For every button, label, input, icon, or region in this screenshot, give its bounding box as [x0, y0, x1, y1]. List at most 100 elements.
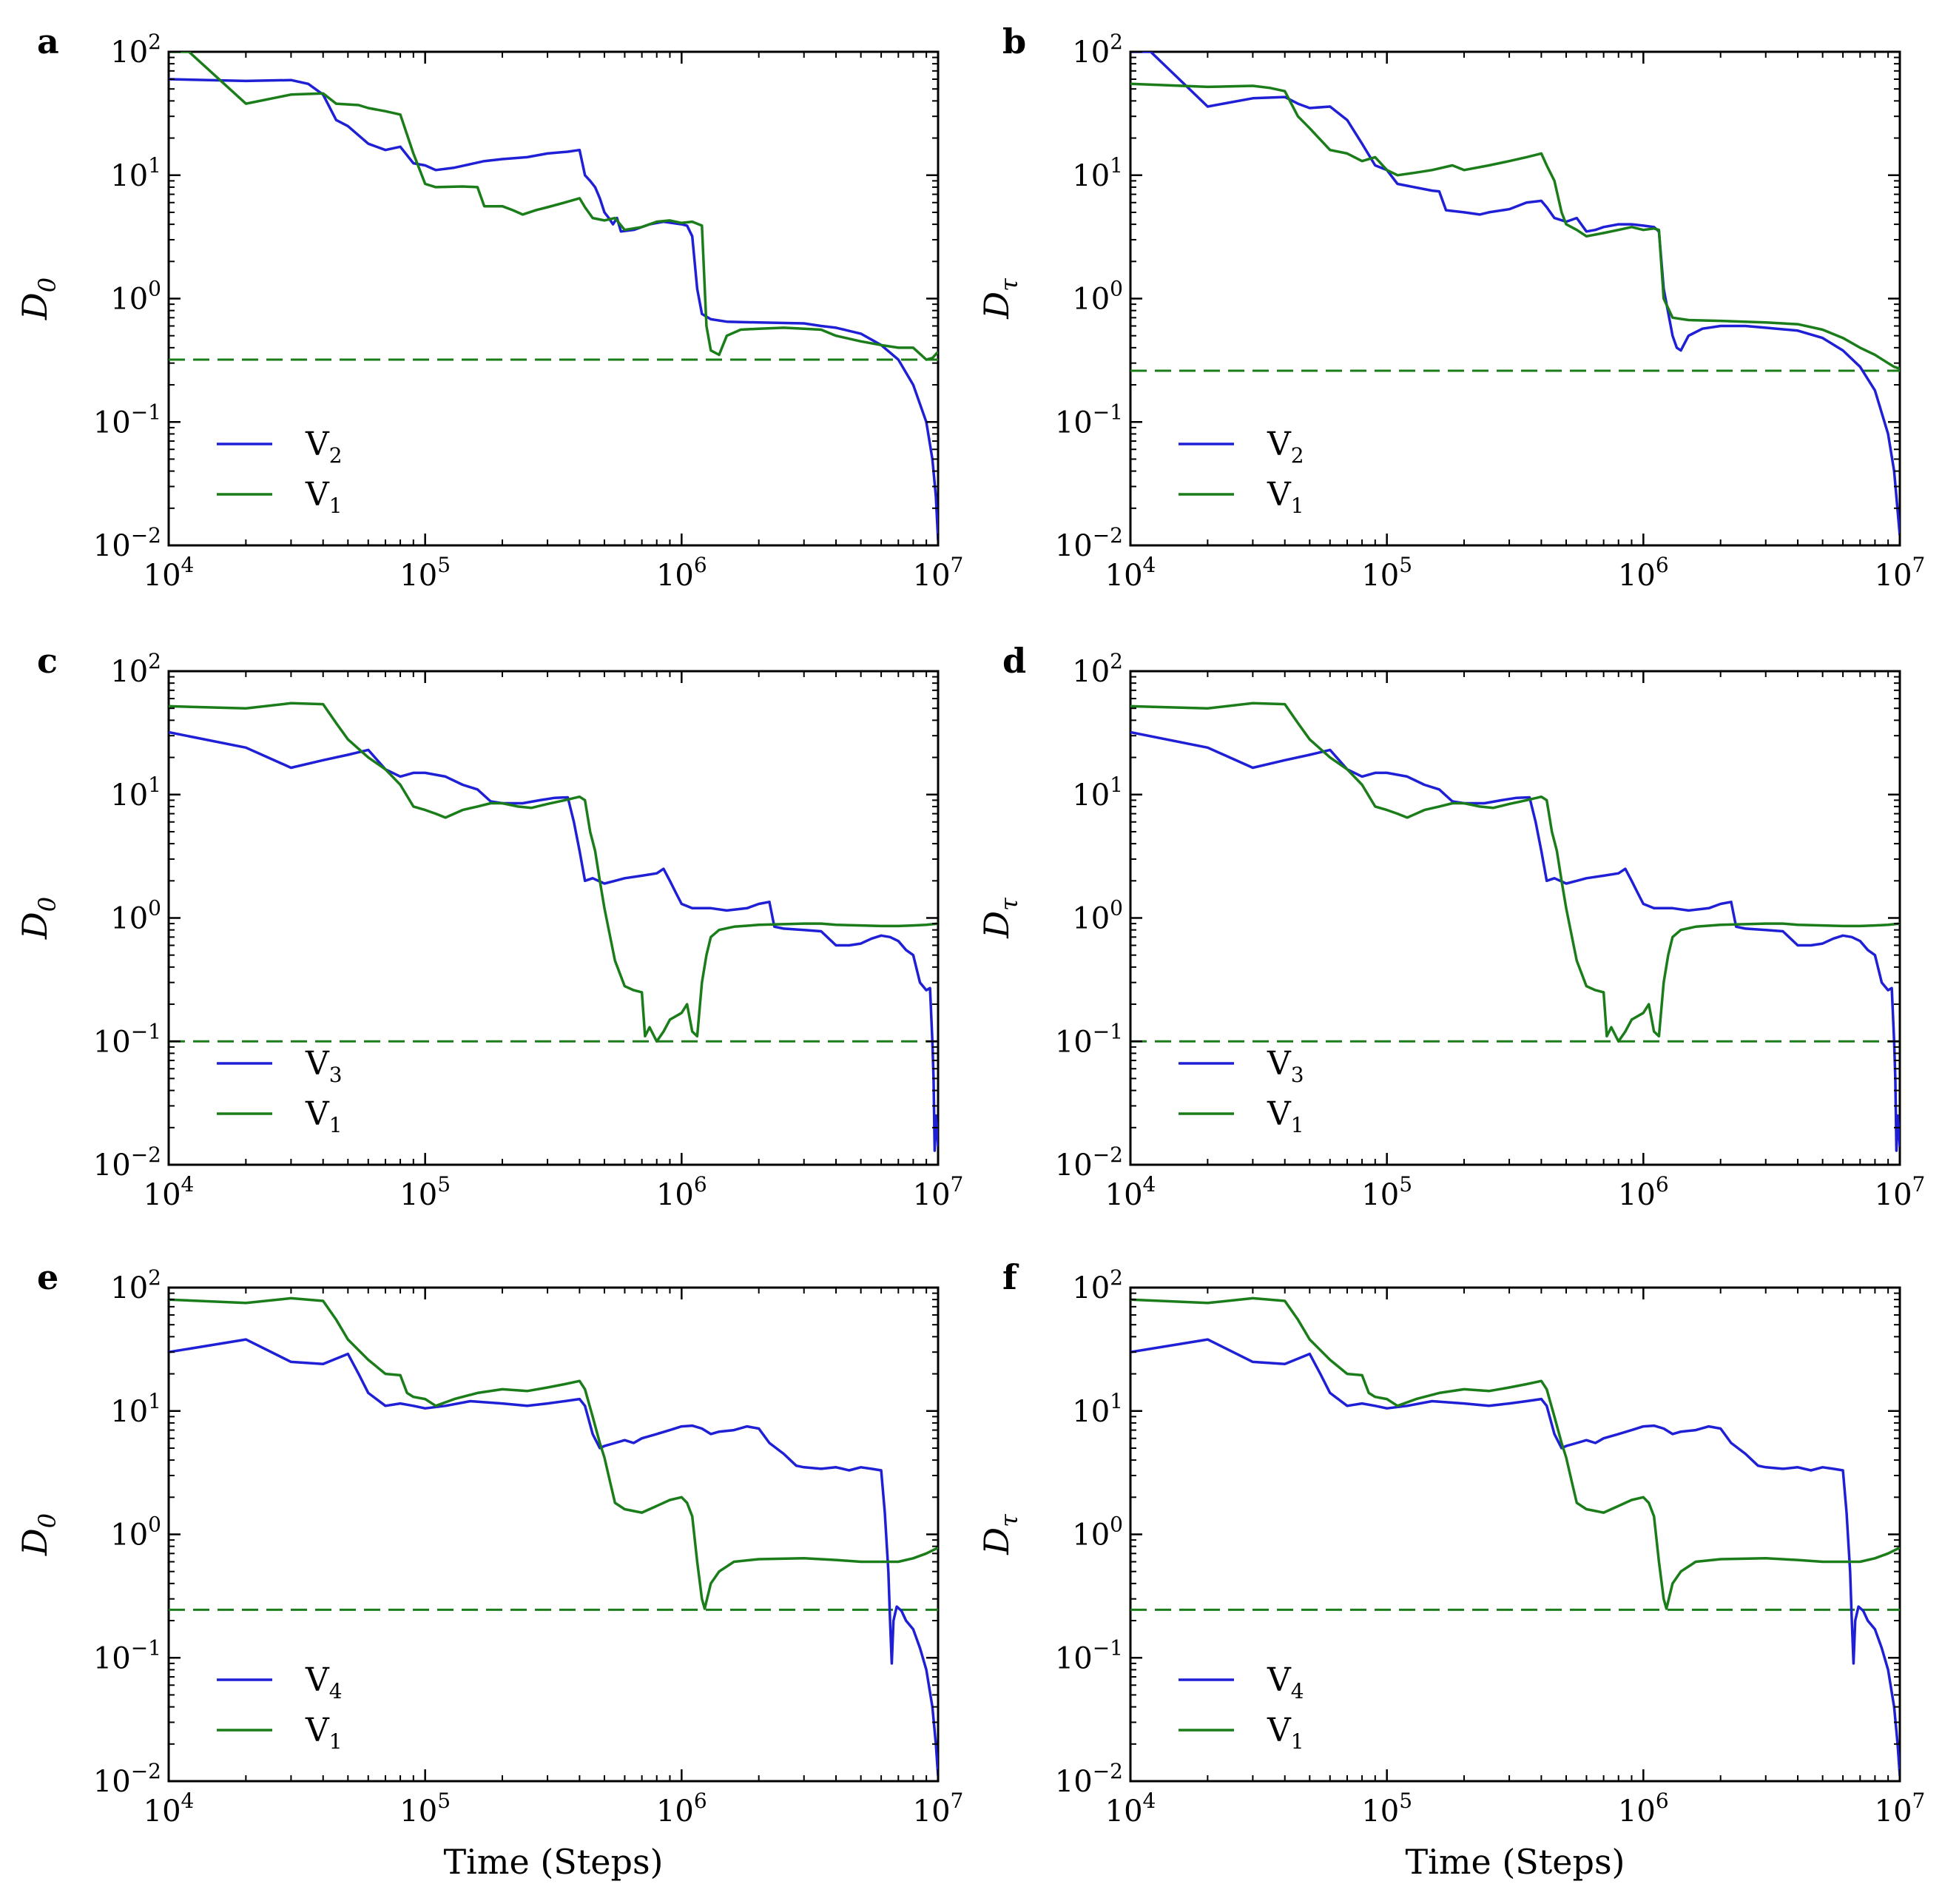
- legend-label-v1: V1: [305, 1712, 343, 1754]
- x-tick-label: 107: [913, 553, 964, 593]
- x-tick-label: 105: [399, 553, 451, 593]
- x-tick-label: 105: [1361, 1789, 1412, 1829]
- x-tick-label: 104: [1105, 553, 1156, 593]
- plot-frame: [1129, 1286, 1901, 1783]
- legend-label-v2: V2: [1267, 425, 1304, 468]
- y-tick-label: 10−2: [1055, 1143, 1123, 1183]
- y-axis-label: D0: [15, 897, 61, 940]
- x-tick-label: 105: [1361, 1172, 1412, 1212]
- series-line-v1: [169, 52, 938, 361]
- y-axis-label: D0: [15, 277, 61, 320]
- y-tick-label: 10−1: [1055, 1635, 1123, 1675]
- y-tick-label: 102: [110, 1265, 161, 1305]
- x-tick-label: 105: [399, 1789, 451, 1829]
- y-tick-label: 101: [110, 1389, 161, 1429]
- x-tick-label: 105: [399, 1172, 451, 1212]
- y-tick-label: 10−2: [93, 1143, 161, 1183]
- y-axis-label: Dτ: [977, 897, 1023, 939]
- legend-label-v1: V1: [305, 476, 343, 518]
- panel-b: 104 105 106 107 102 101 100 10−1 10−2 Dτ b V2 V1: [977, 21, 1925, 593]
- y-axis-label: D0: [15, 1513, 61, 1556]
- y-tick-label: 100: [110, 277, 161, 317]
- x-tick-label: 107: [1875, 553, 1926, 593]
- x-tick-label: 107: [1875, 1172, 1926, 1212]
- x-axis-title: Time (Steps): [1405, 1842, 1625, 1882]
- panel-e: 104 105 106 107 102 101 100 10−1 10−2 D0 e V4 V1 Time…: [15, 1257, 963, 1882]
- y-tick-label: 10−2: [93, 523, 161, 563]
- y-tick-label: 101: [1072, 153, 1123, 193]
- y-tick-label: 100: [110, 1513, 161, 1553]
- panel-f: 104 105 106 107 102 101 100 10−1 10−2 Dτ f V4 V1 Time…: [977, 1257, 1925, 1882]
- series-line-v4: [169, 1338, 938, 1777]
- panel-label: a: [37, 21, 59, 61]
- x-tick-label: 106: [656, 1172, 707, 1212]
- x-tick-label: 104: [144, 553, 195, 593]
- legend-label-v4: V4: [305, 1661, 343, 1703]
- series-line-v3: [1130, 730, 1900, 1152]
- y-tick-label: 100: [1072, 1513, 1123, 1553]
- y-tick-label: 101: [1072, 773, 1123, 813]
- plot-frame: [1129, 670, 1901, 1166]
- y-tick-label: 102: [110, 649, 161, 689]
- y-tick-label: 102: [1072, 30, 1123, 70]
- y-tick-label: 102: [110, 30, 161, 70]
- y-tick-label: 10−2: [1055, 1759, 1123, 1799]
- legend-label-v3: V3: [1267, 1045, 1304, 1087]
- x-tick-label: 107: [913, 1172, 964, 1212]
- y-tick-label: 10−2: [93, 1759, 161, 1799]
- y-tick-label: 102: [1072, 649, 1123, 689]
- x-tick-label: 104: [144, 1789, 195, 1829]
- panel-a: 104 105 106 107 102 101 100 10−1 10−2 D0 a V2 V1: [15, 21, 963, 593]
- plot-frame: [167, 50, 940, 547]
- y-tick-label: 100: [1072, 277, 1123, 317]
- y-axis-label: Dτ: [977, 277, 1023, 320]
- y-tick-label: 101: [110, 153, 161, 193]
- series-line-v4: [1130, 1338, 1900, 1777]
- y-tick-label: 100: [110, 896, 161, 936]
- plot-frame: [167, 1286, 940, 1783]
- series-line-v3: [169, 730, 938, 1152]
- legend-label-v3: V3: [305, 1045, 343, 1087]
- panel-label: e: [37, 1257, 58, 1297]
- x-tick-label: 106: [656, 1789, 707, 1829]
- series-line-v1: [169, 1296, 938, 1610]
- x-tick-label: 104: [1105, 1789, 1156, 1829]
- x-axis-title: Time (Steps): [443, 1842, 663, 1882]
- x-tick-label: 106: [1618, 1789, 1669, 1829]
- series-line-v1: [1130, 1296, 1900, 1610]
- plot-frame: [167, 670, 940, 1166]
- y-tick-label: 100: [1072, 896, 1123, 936]
- series-line-v2: [169, 78, 938, 541]
- y-tick-label: 10−1: [1055, 400, 1123, 440]
- legend-label-v1: V1: [1267, 1712, 1304, 1754]
- panel-label: d: [1002, 641, 1026, 681]
- panel-label: c: [37, 641, 58, 681]
- legend-label-v1: V1: [1267, 1095, 1304, 1137]
- plot-frame: [1129, 50, 1901, 547]
- panel-label: b: [1002, 21, 1026, 61]
- series-line-v1: [1130, 82, 1900, 370]
- x-tick-label: 106: [656, 553, 707, 593]
- y-tick-label: 10−1: [93, 1019, 161, 1059]
- series-line-v1: [169, 702, 938, 1043]
- legend-label-v4: V4: [1267, 1661, 1304, 1703]
- y-tick-label: 101: [110, 773, 161, 813]
- panel-d: 104 105 106 107 102 101 100 10−1 10−2 Dτ d V3 V1: [977, 641, 1925, 1212]
- x-tick-label: 106: [1618, 553, 1669, 593]
- x-tick-label: 104: [1105, 1172, 1156, 1212]
- x-tick-label: 105: [1361, 553, 1412, 593]
- legend-label-v2: V2: [305, 425, 343, 468]
- legend-label-v1: V1: [1267, 476, 1304, 518]
- x-tick-label: 107: [1875, 1789, 1926, 1829]
- x-tick-label: 107: [913, 1789, 964, 1829]
- y-tick-label: 10−1: [93, 400, 161, 440]
- x-tick-label: 106: [1618, 1172, 1669, 1212]
- series-line-v1: [1130, 702, 1900, 1043]
- panel-c: 104 105 106 107 102 101 100 10−1 10−2 D0 c V3 V1: [15, 641, 963, 1212]
- y-axis-label: Dτ: [977, 1513, 1023, 1555]
- x-tick-label: 104: [144, 1172, 195, 1212]
- panel-label: f: [1002, 1257, 1019, 1297]
- y-tick-label: 10−2: [1055, 523, 1123, 563]
- y-tick-label: 102: [1072, 1265, 1123, 1305]
